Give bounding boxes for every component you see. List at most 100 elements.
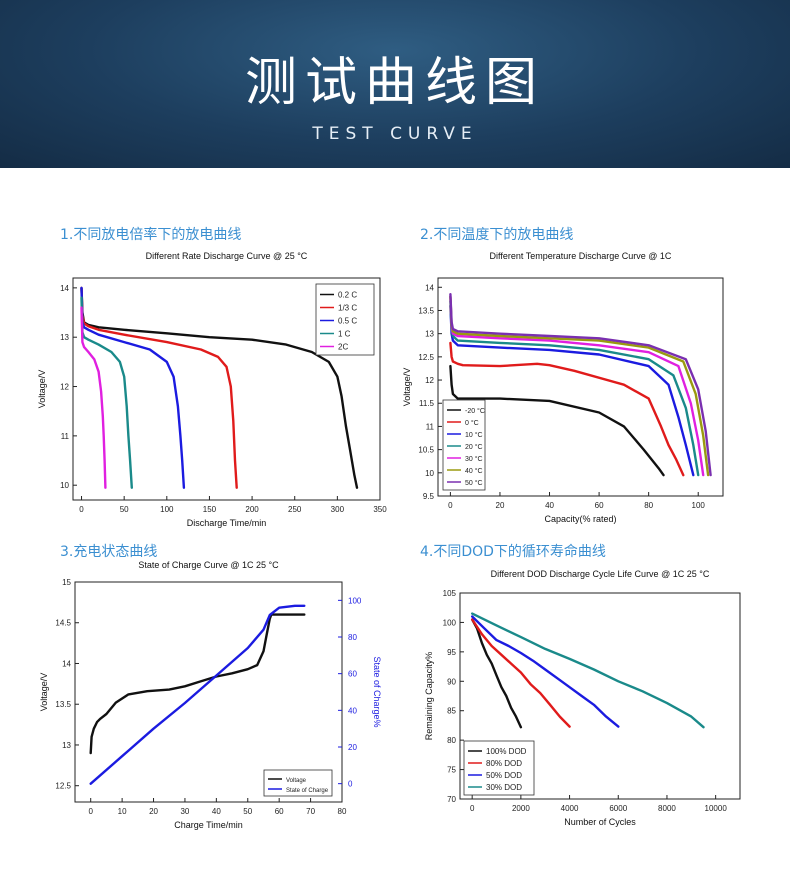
y2-tick-label: 40: [348, 706, 357, 715]
legend-label: 1 C: [338, 330, 351, 339]
y-tick-label: 75: [447, 766, 456, 775]
section-title-rate: 1.不同放电倍率下的放电曲线: [60, 227, 242, 243]
legend-label: 50 °C: [465, 479, 483, 487]
y-tick-label: 10: [425, 469, 434, 478]
x-tick-label: 6000: [609, 804, 627, 813]
plot-frame: [74, 581, 343, 803]
y2-tick-label: 60: [348, 670, 357, 679]
legend-label: 40 °C: [465, 467, 483, 475]
legend-box: [263, 769, 333, 797]
x-tick-label: 80: [644, 501, 653, 510]
legend-box: [463, 740, 535, 796]
y-tick-label: 100: [443, 618, 457, 627]
y-tick-label: 11: [426, 422, 435, 431]
x-tick-label: 350: [373, 505, 387, 514]
series-line-0: [449, 364, 665, 477]
y-tick-label: 11: [61, 432, 70, 441]
chart-temperature-discharge: Different Temperature Discharge Curve @ …: [402, 251, 724, 524]
legend-label: State of Charge: [286, 788, 329, 794]
series-line-2: [449, 304, 695, 477]
x-tick-label: 2000: [512, 804, 530, 813]
y-tick-label: 10: [60, 481, 69, 490]
x-axis-label: Discharge Time/min: [187, 518, 267, 528]
series-line-0: [89, 613, 306, 755]
legend-label: 10 °C: [465, 431, 483, 439]
chart-title: State of Charge Curve @ 1C 25 °C: [138, 560, 279, 570]
y-tick-label: 90: [447, 677, 456, 686]
chart-state-of-charge: State of Charge Curve @ 1C 25 °C 0 10 20 30 4…: [39, 560, 382, 830]
legend-label: 30 °C: [465, 455, 483, 463]
chart-title: Different Temperature Discharge Curve @ …: [490, 251, 672, 261]
y-tick-label: 14: [425, 283, 434, 292]
y-tick-label: 12: [60, 383, 69, 392]
x-tick-label: 200: [245, 505, 259, 514]
chart-dod-cycle-life: Different DOD Discharge Cycle Life Curve…: [424, 569, 741, 827]
series-line-2: [471, 615, 620, 728]
series-line-3: [80, 296, 134, 489]
legend-label: 2C: [338, 343, 348, 352]
x-tick-label: 10000: [705, 804, 728, 813]
x-tick-label: 0: [79, 505, 84, 514]
x-tick-label: 0: [88, 807, 93, 816]
legend-label: -20 °C: [465, 407, 485, 415]
plot-frame: [72, 277, 381, 501]
plot-frame: [437, 277, 724, 497]
series-line-1: [89, 604, 306, 785]
y2-axis-label: State of Charge%: [372, 656, 382, 727]
y-tick-label: 12.5: [418, 353, 434, 362]
y-tick-label: 70: [447, 795, 456, 804]
y-axis-label: Voltage/V: [402, 368, 412, 407]
legend-label: 100% DOD: [486, 747, 527, 756]
y-tick-label: 14.5: [55, 619, 71, 628]
series-line-3: [449, 300, 700, 477]
legend-label: 0 °C: [465, 419, 479, 427]
legend-label: 0.2 C: [338, 291, 357, 300]
legend-label: 50% DOD: [486, 771, 522, 780]
y-tick-label: 85: [447, 707, 456, 716]
legend-label: 20 °C: [465, 443, 483, 451]
x-tick-label: 300: [331, 505, 345, 514]
legend-label: 30% DOD: [486, 783, 522, 792]
chart-title: Different DOD Discharge Cycle Life Curve…: [491, 569, 710, 579]
x-axis-label: Charge Time/min: [174, 820, 243, 830]
legend-label: 0.5 C: [338, 317, 357, 326]
section-title-soc: 3.充电状态曲线: [60, 544, 158, 560]
x-axis-label: Capacity(% rated): [544, 514, 616, 524]
x-tick-label: 20: [149, 807, 158, 816]
y-tick-label: 13.5: [418, 306, 434, 315]
series-line-4: [80, 306, 107, 489]
x-tick-label: 100: [692, 501, 706, 510]
y-tick-label: 12: [425, 376, 434, 385]
banner-subtitle: TEST CURVE: [312, 124, 478, 144]
y-axis-label: Voltage/V: [39, 673, 49, 712]
x-tick-label: 20: [496, 501, 505, 510]
y-tick-label: 80: [447, 736, 456, 745]
series-line-0: [471, 618, 523, 729]
x-tick-label: 0: [448, 501, 453, 510]
series-line-1: [80, 286, 238, 489]
x-tick-label: 50: [120, 505, 129, 514]
section-title-temperature: 2.不同温度下的放电曲线: [420, 227, 574, 243]
x-axis-label: Number of Cycles: [564, 817, 636, 827]
x-tick-label: 0: [470, 804, 475, 813]
y-tick-label: 9.5: [423, 492, 435, 501]
series-line-6: [449, 293, 712, 477]
y-tick-label: 14: [62, 659, 71, 668]
y-tick-label: 15: [62, 578, 71, 587]
series-line-1: [449, 341, 685, 477]
y2-tick-label: 80: [348, 633, 357, 642]
x-tick-label: 10: [118, 807, 127, 816]
chart-title: Different Rate Discharge Curve @ 25 °C: [146, 251, 308, 261]
legend-box: [442, 399, 486, 491]
x-tick-label: 4000: [561, 804, 579, 813]
y-tick-label: 13.5: [55, 700, 71, 709]
x-tick-label: 100: [160, 505, 174, 514]
series-line-2: [80, 286, 186, 489]
x-tick-label: 250: [288, 505, 302, 514]
y-tick-label: 13: [62, 741, 71, 750]
x-tick-label: 8000: [658, 804, 676, 813]
y-tick-label: 11.5: [419, 399, 435, 408]
y-tick-label: 13: [425, 330, 434, 339]
y-tick-label: 10.5: [418, 446, 434, 455]
header-banner: 测试曲线图 TEST CURVE: [0, 0, 790, 168]
